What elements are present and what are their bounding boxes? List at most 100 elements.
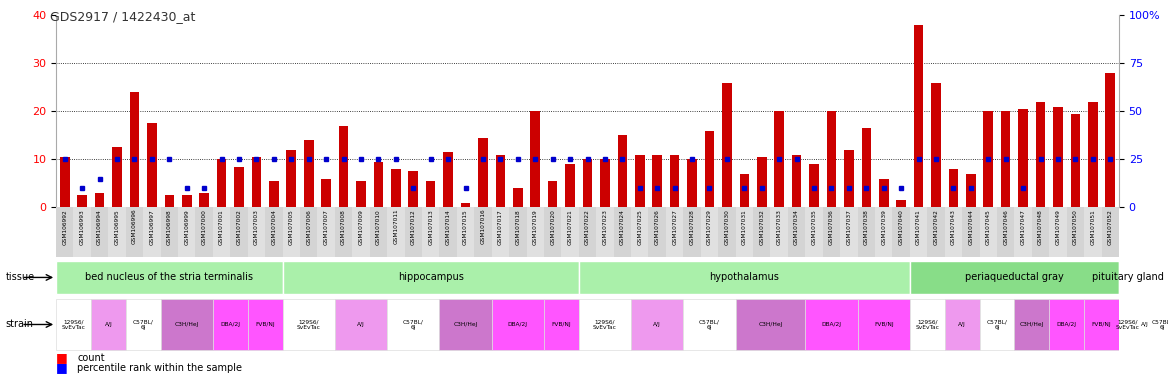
Bar [962,207,980,257]
Bar [910,299,945,350]
Bar [618,136,627,207]
Text: GSM107015: GSM107015 [463,209,468,245]
Bar [387,207,404,257]
Text: GSM107013: GSM107013 [429,209,433,245]
Text: strain: strain [6,319,34,329]
Bar [339,126,348,207]
Bar [805,207,822,257]
Text: 129S6/
SvEvTac: 129S6/ SvEvTac [62,319,85,330]
Bar [669,155,680,207]
Text: GSM107005: GSM107005 [288,209,294,245]
Bar [509,207,527,257]
Text: GSM107034: GSM107034 [794,209,799,245]
Bar [109,207,126,257]
Bar [822,207,840,257]
Text: GSM107037: GSM107037 [847,209,851,245]
Text: GSM107038: GSM107038 [864,209,869,245]
Bar [286,150,296,207]
Text: count: count [77,353,105,363]
Text: GSM107025: GSM107025 [638,209,642,245]
Bar [370,207,387,257]
Bar [1136,299,1154,350]
Bar [857,207,875,257]
Bar [736,299,805,350]
Bar [530,111,540,207]
Bar [635,155,645,207]
Text: GSM106993: GSM106993 [79,209,85,245]
Text: GSM107001: GSM107001 [220,209,224,245]
Bar [983,111,993,207]
Bar [544,299,579,350]
Bar [687,159,697,207]
Bar [1089,102,1098,207]
Bar [648,207,666,257]
Bar [565,164,575,207]
Text: GSM107049: GSM107049 [1056,209,1061,245]
Text: GSM106997: GSM106997 [150,209,154,245]
Text: GSM107041: GSM107041 [916,209,922,245]
Bar [439,299,492,350]
Bar [862,128,871,207]
Bar [74,207,91,257]
Bar [544,207,562,257]
Bar [283,261,579,294]
Bar [1054,107,1063,207]
Text: GSM107033: GSM107033 [777,209,781,245]
Bar [304,140,313,207]
Text: A/J: A/J [1141,322,1149,327]
Text: GSM107014: GSM107014 [446,209,451,245]
Bar [1014,207,1031,257]
Bar [653,155,662,207]
Text: GSM107045: GSM107045 [986,209,990,245]
Text: C57BL/
6J: C57BL/ 6J [987,319,1008,330]
Bar [426,181,436,207]
Text: GSM107006: GSM107006 [306,209,311,245]
Bar [666,207,683,257]
Bar [161,299,213,350]
Bar [910,207,927,257]
Text: GSM107048: GSM107048 [1038,209,1043,245]
Bar [579,207,596,257]
Bar [213,207,230,257]
Text: C57BL/
6J: C57BL/ 6J [1152,319,1168,330]
Bar [251,157,262,207]
Text: GSM107003: GSM107003 [253,209,259,245]
Text: GSM107004: GSM107004 [271,209,277,245]
Text: GSM107026: GSM107026 [655,209,660,245]
Bar [910,261,1119,294]
Bar [147,123,157,207]
Text: GSM107043: GSM107043 [951,209,955,245]
Bar [195,207,213,257]
Bar [527,207,544,257]
Bar [217,159,227,207]
Text: DBA/2J: DBA/2J [1057,322,1077,327]
Bar [1049,207,1066,257]
Bar [409,171,418,207]
Text: GSM107012: GSM107012 [411,209,416,245]
Text: DBA/2J: DBA/2J [221,322,241,327]
Bar [200,193,209,207]
Bar [792,155,801,207]
Bar [875,207,892,257]
Text: GSM106995: GSM106995 [114,209,119,245]
Bar [404,207,422,257]
Text: FVB/NJ: FVB/NJ [551,322,571,327]
Text: 129S6/
SvEvTac: 129S6/ SvEvTac [916,319,939,330]
Bar [444,152,453,207]
Text: bed nucleus of the stria terminalis: bed nucleus of the stria terminalis [85,272,253,282]
Bar [722,83,731,207]
Bar [718,207,736,257]
Text: GSM107050: GSM107050 [1073,209,1078,245]
Bar [283,207,300,257]
Bar [579,299,631,350]
Text: GSM106992: GSM106992 [62,209,68,245]
Text: A/J: A/J [357,322,364,327]
Text: hippocampus: hippocampus [398,272,464,282]
Bar [1119,261,1136,294]
Text: periaqueductal gray: periaqueductal gray [965,272,1064,282]
Bar [335,207,353,257]
Bar [56,299,91,350]
Bar [1036,102,1045,207]
Text: GSM107020: GSM107020 [550,209,555,245]
Text: GSM107044: GSM107044 [968,209,973,245]
